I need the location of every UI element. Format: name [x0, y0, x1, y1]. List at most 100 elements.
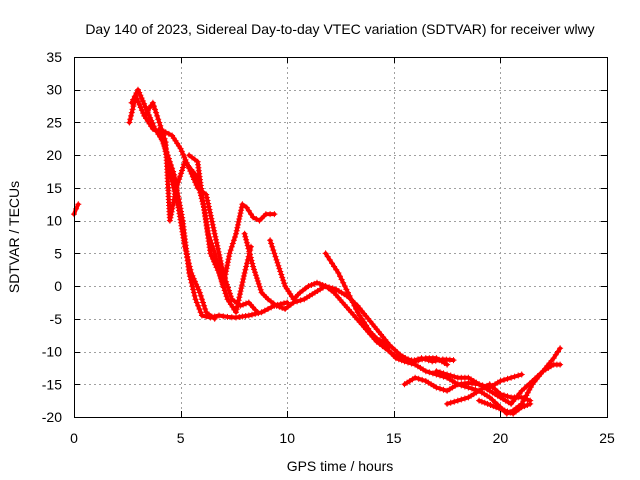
- data-point-marker: [444, 400, 451, 407]
- data-point-marker: [188, 170, 195, 177]
- data-point-marker: [255, 280, 262, 287]
- data-point-marker: [220, 280, 227, 287]
- data-point-marker: [498, 406, 505, 413]
- data-point-marker: [205, 230, 212, 237]
- data-point-marker: [384, 345, 391, 352]
- data-point-marker: [130, 96, 137, 103]
- data-point-marker: [254, 278, 261, 284]
- data-point-marker: [257, 286, 264, 293]
- data-point-marker: [555, 348, 561, 355]
- data-point-marker: [276, 265, 283, 272]
- data-point-marker: [273, 302, 280, 309]
- data-point-marker: [186, 165, 193, 172]
- data-point-marker: [217, 271, 224, 278]
- data-point-marker: [189, 283, 196, 290]
- data-point-marker: [138, 107, 145, 114]
- data-point-marker: [167, 214, 174, 221]
- data-point-marker: [137, 92, 144, 99]
- data-point-marker: [187, 266, 194, 273]
- data-point-marker: [225, 284, 231, 291]
- plot-frame: [74, 57, 608, 418]
- chart-title: Day 140 of 2023, Sidereal Day-to-day VTE…: [85, 21, 594, 37]
- data-point-marker: [253, 275, 260, 282]
- data-point-marker: [177, 173, 184, 180]
- data-point-marker: [335, 270, 342, 276]
- data-point-marker: [149, 99, 156, 106]
- axis-ticks: [74, 57, 608, 418]
- data-point-marker: [331, 263, 338, 270]
- data-point-marker: [227, 247, 234, 254]
- y-tick-label: 25: [46, 114, 62, 130]
- data-point-marker: [415, 375, 422, 382]
- data-point-marker: [351, 302, 358, 309]
- data-point-marker: [211, 250, 218, 257]
- data-point-marker: [422, 368, 429, 375]
- data-point-marker: [356, 312, 363, 319]
- data-point-marker: [273, 256, 280, 263]
- data-point-marker: [501, 376, 507, 383]
- data-point-marker: [168, 211, 175, 218]
- data-point-marker: [250, 214, 257, 221]
- data-point-marker: [234, 224, 241, 231]
- data-point-marker: [207, 209, 214, 216]
- data-point-marker: [478, 398, 485, 405]
- data-point-marker: [249, 260, 256, 267]
- data-point-marker: [461, 383, 468, 390]
- data-point-marker: [162, 129, 169, 136]
- data-point-marker: [189, 272, 196, 279]
- data-point-marker: [276, 303, 283, 310]
- data-point-marker: [340, 279, 347, 286]
- data-point-marker: [251, 266, 257, 273]
- data-point-marker: [135, 98, 142, 105]
- data-point-marker: [224, 262, 231, 269]
- data-point-marker: [433, 368, 440, 375]
- data-point-marker: [245, 207, 252, 214]
- data-point-marker: [193, 299, 200, 306]
- data-point-marker: [209, 218, 216, 225]
- data-point-marker: [137, 104, 144, 111]
- data-point-marker: [185, 256, 192, 263]
- data-point-marker: [515, 372, 522, 379]
- data-point-marker: [239, 279, 246, 286]
- y-tick-label: 35: [46, 49, 62, 65]
- data-point-marker: [294, 298, 301, 305]
- x-tick-label: 25: [599, 430, 615, 446]
- data-point-marker: [216, 251, 223, 258]
- data-point-marker: [235, 218, 242, 225]
- x-tick-label: 15: [386, 430, 402, 446]
- data-point-marker: [243, 239, 250, 246]
- data-point-marker: [419, 356, 426, 363]
- data-point-marker: [209, 243, 216, 250]
- data-point-marker: [267, 237, 274, 244]
- data-point-marker: [190, 275, 197, 282]
- data-point-marker: [244, 242, 251, 249]
- data-point-marker: [401, 358, 408, 365]
- data-point-marker: [243, 263, 250, 270]
- data-point-marker: [215, 248, 222, 255]
- data-point-marker: [149, 120, 156, 127]
- data-point-marker: [501, 392, 507, 399]
- data-point-marker: [178, 170, 185, 177]
- data-point-marker: [326, 256, 333, 263]
- data-point-marker: [191, 292, 198, 299]
- data-point-marker: [437, 369, 443, 376]
- data-point-marker: [128, 99, 135, 106]
- data-point-marker: [501, 407, 508, 414]
- data-point-marker: [232, 234, 238, 240]
- data-point-marker: [281, 280, 288, 287]
- data-point-marker: [354, 309, 361, 316]
- data-point-marker: [454, 397, 461, 404]
- data-point-marker: [240, 273, 247, 279]
- data-point-marker: [343, 286, 350, 293]
- data-point-marker: [192, 296, 199, 303]
- data-point-marker: [429, 370, 436, 377]
- data-point-marker: [175, 179, 182, 186]
- data-point-marker: [209, 221, 216, 228]
- data-point-marker: [193, 281, 200, 288]
- data-point-marker: [382, 342, 389, 348]
- data-point-marker: [415, 357, 422, 364]
- data-point-marker: [221, 277, 228, 284]
- data-point-marker: [250, 263, 257, 270]
- data-point-marker: [236, 216, 243, 222]
